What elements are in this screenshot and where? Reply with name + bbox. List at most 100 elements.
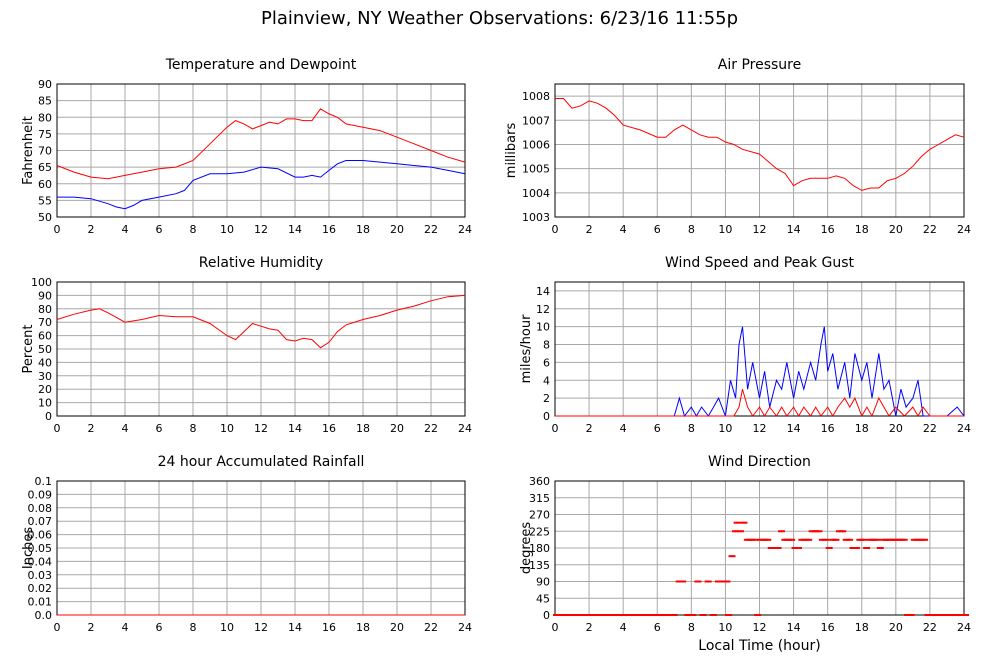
data-point [839, 530, 844, 533]
y-tick-label: 360 [529, 475, 550, 488]
data-point [944, 614, 949, 616]
y-tick-label: 0 [45, 410, 52, 423]
y-tick-label: 80 [38, 303, 52, 316]
data-point [859, 538, 864, 541]
y-tick-label: 75 [38, 128, 52, 141]
data-point [764, 538, 769, 541]
data-point [818, 538, 823, 541]
y-tick-label: 2 [543, 392, 550, 405]
data-point [561, 614, 566, 616]
data-point [576, 614, 581, 616]
x-tick-label: 6 [654, 422, 661, 435]
data-point [709, 614, 714, 616]
data-point [619, 614, 624, 616]
x-tick-label: 18 [356, 223, 370, 236]
y-tick-label: 1005 [522, 163, 550, 176]
data-point [917, 538, 922, 541]
data-point [757, 614, 762, 616]
x-tick-label: 2 [586, 223, 593, 236]
data-point [862, 538, 867, 541]
y-axis-label: millibars [504, 123, 519, 179]
data-point [832, 538, 837, 541]
x-tick-label: 18 [855, 621, 869, 634]
data-point [682, 580, 687, 583]
data-point [728, 555, 733, 558]
x-tick-label: 4 [122, 422, 129, 435]
data-point [591, 614, 596, 616]
data-point [907, 614, 912, 616]
y-tick-label: 8 [543, 339, 550, 352]
data-point [717, 580, 722, 583]
y-tick-label: 0.08 [28, 502, 53, 515]
data-point [897, 538, 902, 541]
data-point [951, 614, 956, 616]
data-point [604, 614, 609, 616]
data-point [808, 538, 813, 541]
x-tick-label: 2 [88, 621, 95, 634]
data-point [660, 614, 665, 616]
x-tick-label: 4 [620, 621, 627, 634]
data-point [771, 547, 776, 549]
x-tick-label: 14 [787, 223, 801, 236]
x-tick-label: 24 [957, 422, 971, 435]
y-tick-label: 60 [38, 330, 52, 343]
data-point [558, 614, 563, 616]
data-point [670, 614, 675, 616]
x-tick-label: 12 [753, 422, 767, 435]
y-tick-label: 1008 [522, 90, 550, 103]
plot-frame [56, 83, 466, 218]
y-tick-label: 0.01 [28, 596, 53, 609]
data-point [927, 614, 932, 616]
data-point [781, 538, 786, 541]
data-point [879, 547, 884, 549]
x-tick-label: 24 [458, 621, 472, 634]
x-axis-label: Local Time (hour) [698, 638, 820, 654]
data-point [801, 538, 806, 541]
x-tick-label: 10 [718, 223, 732, 236]
y-tick-label: 60 [38, 178, 52, 191]
data-point [760, 538, 765, 541]
x-tick-label: 0 [552, 621, 559, 634]
data-point [849, 547, 854, 549]
y-tick-label: 0.06 [28, 529, 53, 542]
x-tick-label: 10 [220, 422, 234, 435]
data-point [753, 538, 758, 541]
data-point [689, 614, 694, 616]
x-tick-label: 0 [54, 422, 61, 435]
data-point [941, 614, 946, 616]
data-point [747, 538, 752, 541]
x-tick-label: 22 [424, 621, 438, 634]
data-point [704, 580, 709, 583]
data-point [578, 614, 583, 616]
chart-title: Wind Speed and Peak Gust [665, 255, 854, 271]
series-line-blue [57, 160, 466, 210]
data-point [791, 547, 796, 549]
data-point [931, 614, 936, 616]
data-point [740, 521, 745, 524]
data-point [694, 580, 699, 583]
x-tick-label: 24 [458, 422, 472, 435]
data-point [965, 614, 969, 616]
y-tick-label: 180 [529, 542, 550, 555]
x-tick-label: 8 [688, 422, 695, 435]
data-point [743, 521, 748, 524]
data-point [910, 614, 915, 616]
data-point [846, 538, 851, 541]
data-point [728, 614, 733, 616]
data-point [612, 614, 617, 616]
y-tick-label: 135 [529, 559, 550, 572]
x-tick-label: 8 [688, 621, 695, 634]
data-point [863, 547, 868, 549]
data-point [720, 580, 725, 583]
x-tick-label: 18 [855, 223, 869, 236]
data-point [924, 614, 929, 616]
data-point [614, 614, 619, 616]
x-tick-label: 2 [88, 223, 95, 236]
y-tick-label: 270 [529, 509, 550, 522]
x-tick-label: 0 [54, 223, 61, 236]
data-point [893, 538, 898, 541]
data-point [699, 614, 704, 616]
data-point [910, 538, 915, 541]
data-point [849, 538, 854, 541]
data-point [955, 614, 960, 616]
